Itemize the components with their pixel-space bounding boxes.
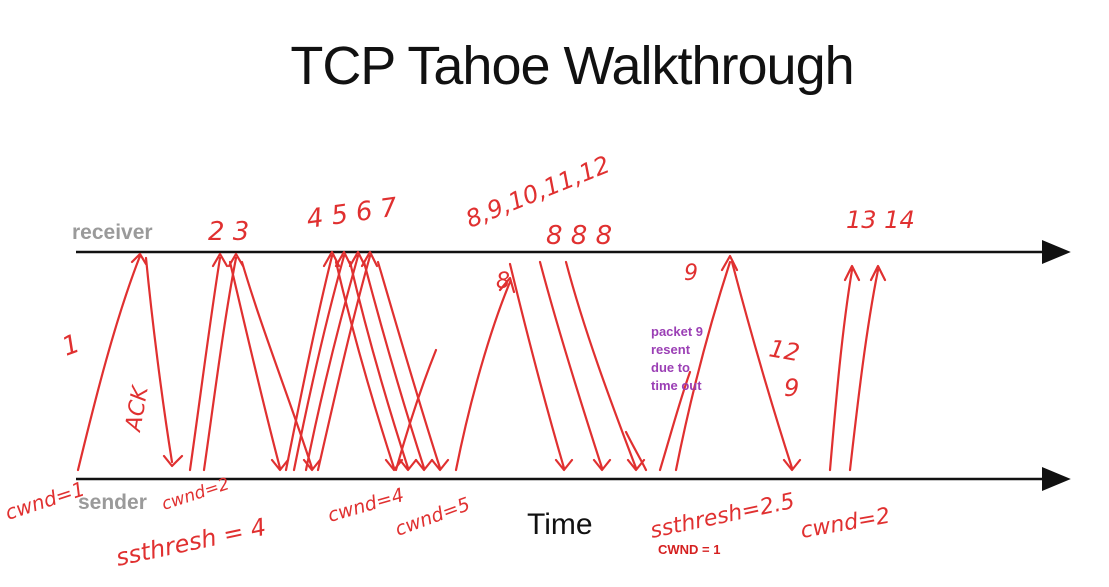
- ack-4-stroke: [334, 260, 404, 472]
- ack-9-stroke: [730, 260, 802, 472]
- packet-8-stroke: [454, 276, 516, 472]
- cwnd-reset-note: CWND = 1: [658, 542, 720, 557]
- sender-label: sender: [78, 491, 147, 514]
- ack-2-stroke: [228, 260, 290, 472]
- label-cwnd-2: cwnd=2: [159, 474, 232, 515]
- packet-2-stroke: [188, 252, 229, 472]
- resent-note: packet 9 resent due to time out: [651, 324, 703, 393]
- label-ssthresh-4: ssthresh = 4: [113, 513, 268, 572]
- label-acks-8: 8 8 8: [546, 221, 612, 251]
- ack-8c-stroke: [564, 260, 646, 472]
- packet-1-stroke: [76, 252, 148, 472]
- ack-6-stroke: [362, 260, 434, 472]
- resent-note-line-4: time out: [651, 378, 702, 393]
- packet-9-resend-stroke: [674, 254, 739, 472]
- page-title: TCP Tahoe Walkthrough: [290, 36, 853, 96]
- ack-5-stroke: [348, 260, 418, 472]
- time-label: Time: [527, 508, 593, 541]
- resent-note-line-2: resent: [651, 342, 691, 357]
- packet-7-stroke: [316, 250, 379, 472]
- receiver-label: receiver: [72, 221, 153, 244]
- packet-3-stroke: [202, 252, 245, 472]
- packet-6-stroke: [304, 250, 367, 472]
- timeline: receiver sender Time: [72, 221, 1071, 541]
- label-packet-9-up: 9: [684, 261, 698, 286]
- label-sent-4-7: 4 5 6 7: [305, 193, 400, 235]
- ack-8a-stroke: [508, 262, 574, 472]
- label-packet-12: 12: [767, 334, 802, 367]
- label-ssthresh-2-5: ssthresh=2.5: [648, 489, 797, 544]
- packet-14-stroke: [848, 264, 887, 472]
- packet-9-stroke: [394, 348, 438, 472]
- ack-8b-stroke: [538, 260, 612, 472]
- packet-strokes: [76, 250, 887, 472]
- label-cwnd-1: cwnd=1: [2, 477, 88, 525]
- label-cwnd-2-final: cwnd=2: [799, 504, 892, 544]
- label-ack-9: 9: [784, 374, 799, 402]
- ack-1-stroke: [144, 256, 184, 468]
- packet-9-resend-stroke-2: [658, 370, 692, 472]
- label-ack-1: ACK: [121, 383, 154, 435]
- packet-13-stroke: [828, 264, 861, 472]
- label-sent-13-14: 13 14: [846, 206, 915, 234]
- ack-7-stroke: [376, 260, 450, 472]
- packet-5-stroke: [292, 250, 353, 472]
- resent-note-line-1: packet 9: [651, 324, 703, 339]
- timeout-stroke: [624, 430, 648, 472]
- resent-note-line-3: due to: [651, 360, 690, 375]
- label-packet-1: 1: [58, 329, 84, 363]
- label-ack-8-single: 8: [496, 269, 510, 294]
- label-sent-2-3: 2 3: [208, 217, 249, 247]
